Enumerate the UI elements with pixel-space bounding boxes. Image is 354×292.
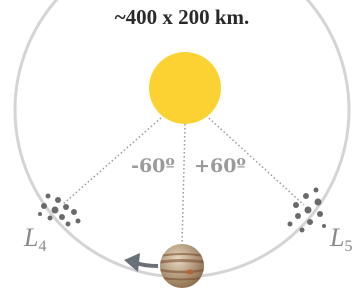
dotted-lines: [62, 110, 304, 246]
angle-right: +60º: [194, 155, 246, 177]
l5-label: L5: [329, 223, 352, 255]
angle-left: -60º: [131, 155, 175, 177]
l4-label: L4: [23, 223, 46, 255]
asteroids-l5: [288, 188, 327, 233]
caption: ~400 x 200 km.: [115, 5, 250, 29]
jupiter: [160, 244, 204, 288]
orbit: [15, 0, 349, 277]
lagrange-diagram: ~400 x 200 km. -60º +60º L4 L5: [0, 0, 354, 292]
sun: [149, 52, 221, 124]
